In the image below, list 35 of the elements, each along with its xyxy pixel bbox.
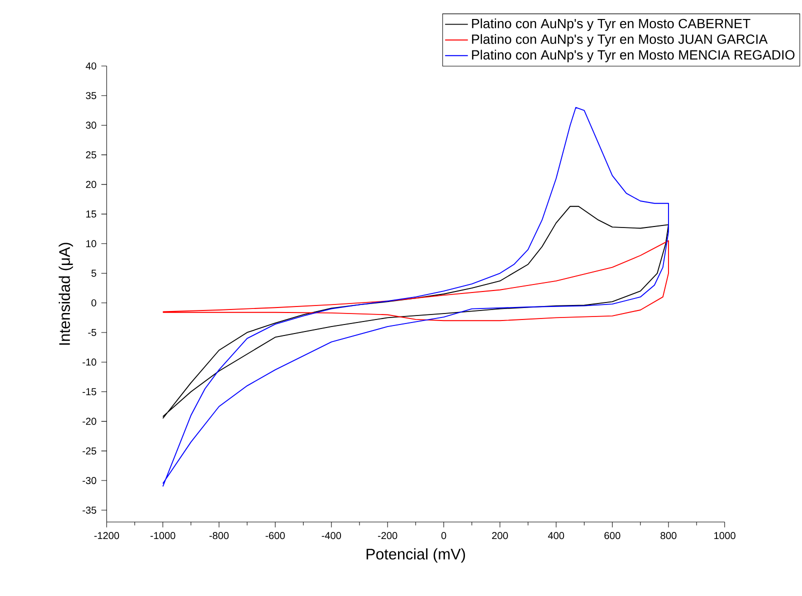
- x-tick-label: 0: [441, 532, 446, 540]
- y-tick-label: 5: [91, 270, 96, 277]
- x-tick-label: 1000: [714, 532, 736, 540]
- y-tick-label: 10: [86, 240, 96, 248]
- y-tick-label: -25: [82, 447, 96, 454]
- y-tick-label: 20: [86, 180, 96, 188]
- y-tick-label: -5: [88, 329, 96, 336]
- x-tick-label: -200: [378, 532, 398, 540]
- y-tick-label: -35: [82, 506, 96, 514]
- line-series: [162, 240, 669, 322]
- x-tick-label: -400: [322, 532, 342, 540]
- x-tick-label: 200: [492, 532, 508, 540]
- y-tick-label: -30: [82, 477, 96, 484]
- y-tick-label: 30: [86, 122, 96, 129]
- y-axis-title: Intensidad (μA): [58, 242, 74, 345]
- legend-label: Platino con AuNp's y Tyr en Mosto JUAN GARCIA: [472, 34, 768, 47]
- legend-label: Platino con AuNp's y Tyr en Mosto CABERNET: [472, 18, 750, 31]
- y-tick-label: 15: [86, 210, 96, 218]
- x-tick-label: 800: [660, 532, 676, 540]
- line-series: [162, 206, 669, 419]
- y-tick-label: -10: [82, 358, 96, 366]
- x-axis-title: Potencial (mV): [366, 548, 465, 563]
- y-tick-label: 25: [86, 151, 96, 158]
- y-tick-label: -15: [82, 388, 96, 396]
- x-tick-label: 600: [604, 532, 620, 540]
- x-tick-label: -800: [209, 532, 229, 540]
- y-tick-label: -20: [82, 418, 96, 425]
- y-tick-label: 35: [86, 92, 96, 100]
- legend-label: Platino con AuNp's y Tyr en Mosto MENCIA REGADIO: [472, 50, 794, 62]
- x-tick-label: 400: [548, 532, 564, 540]
- x-tick-label: -600: [266, 532, 285, 540]
- x-tick-label: -1000: [150, 532, 176, 540]
- y-tick-label: 40: [86, 62, 96, 70]
- y-tick-label: 0: [91, 299, 96, 306]
- x-tick-label: -1200: [94, 532, 120, 540]
